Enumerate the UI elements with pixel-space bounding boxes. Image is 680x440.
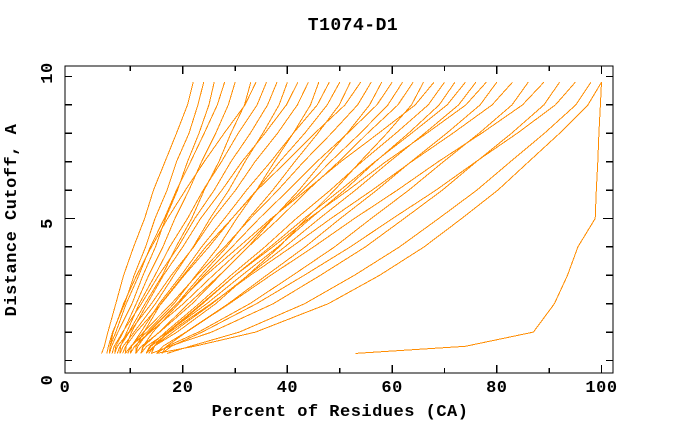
gdt-curve <box>135 81 435 354</box>
gdt-curve <box>166 81 592 354</box>
y-tick-label: 5 <box>39 218 58 229</box>
gdt-curve <box>355 82 602 354</box>
gdt-curve <box>124 81 299 354</box>
gdt-curve <box>140 81 393 354</box>
gdt-curve <box>150 81 487 354</box>
gdt-curve <box>114 82 236 354</box>
plot-frame <box>64 65 614 374</box>
gdt-curve <box>161 81 576 354</box>
y-tick-label: 0 <box>39 375 58 386</box>
gdt-curve <box>145 81 513 354</box>
gdt-curve <box>129 81 404 354</box>
gdt-curve <box>116 81 309 354</box>
gdt-curve <box>111 82 278 354</box>
gdt-curve <box>124 82 320 354</box>
chart-title: T1074-D1 <box>308 16 398 36</box>
gdt-curve <box>119 82 267 354</box>
gdt-curve <box>127 81 372 354</box>
gdt-curve <box>140 81 456 354</box>
x-tick-label: 80 <box>486 379 507 398</box>
x-axis-label: Percent of Residues (CA) <box>212 403 469 422</box>
gdt-curve <box>156 81 529 354</box>
x-tick-label: 40 <box>277 379 298 398</box>
gdt-curve <box>151 81 561 354</box>
gdt-curve <box>114 82 252 354</box>
gdt-curve <box>148 81 477 354</box>
y-axis-label: Distance Cutoff, A <box>3 123 22 316</box>
gdt-curve <box>145 81 424 354</box>
gdt-curve <box>109 81 257 354</box>
gdt-curve <box>135 81 362 354</box>
gdt-curve <box>109 82 226 354</box>
gdt-curve <box>145 81 445 354</box>
gdt-curve <box>156 81 602 354</box>
gdt-curve <box>161 81 545 354</box>
axes-layer <box>64 65 614 374</box>
gdt-curve <box>119 82 288 354</box>
x-tick-label: 60 <box>381 379 402 398</box>
tick-label-layer: 0 20 40 60 80 100 0 5 10 <box>39 62 617 398</box>
gdt-curve <box>140 81 414 354</box>
gdt-curve <box>156 81 498 354</box>
gdt-curve <box>109 82 215 354</box>
y-tick-label: 10 <box>39 62 58 83</box>
gdt-curve <box>106 82 205 354</box>
x-tick-label: 100 <box>585 379 617 398</box>
x-tick-label: 20 <box>172 379 193 398</box>
gdt-curve <box>129 81 330 354</box>
gdt-curve <box>101 82 194 354</box>
gdt-curve <box>122 81 341 354</box>
x-tick-label: 0 <box>60 379 71 398</box>
curves-layer <box>101 81 602 354</box>
